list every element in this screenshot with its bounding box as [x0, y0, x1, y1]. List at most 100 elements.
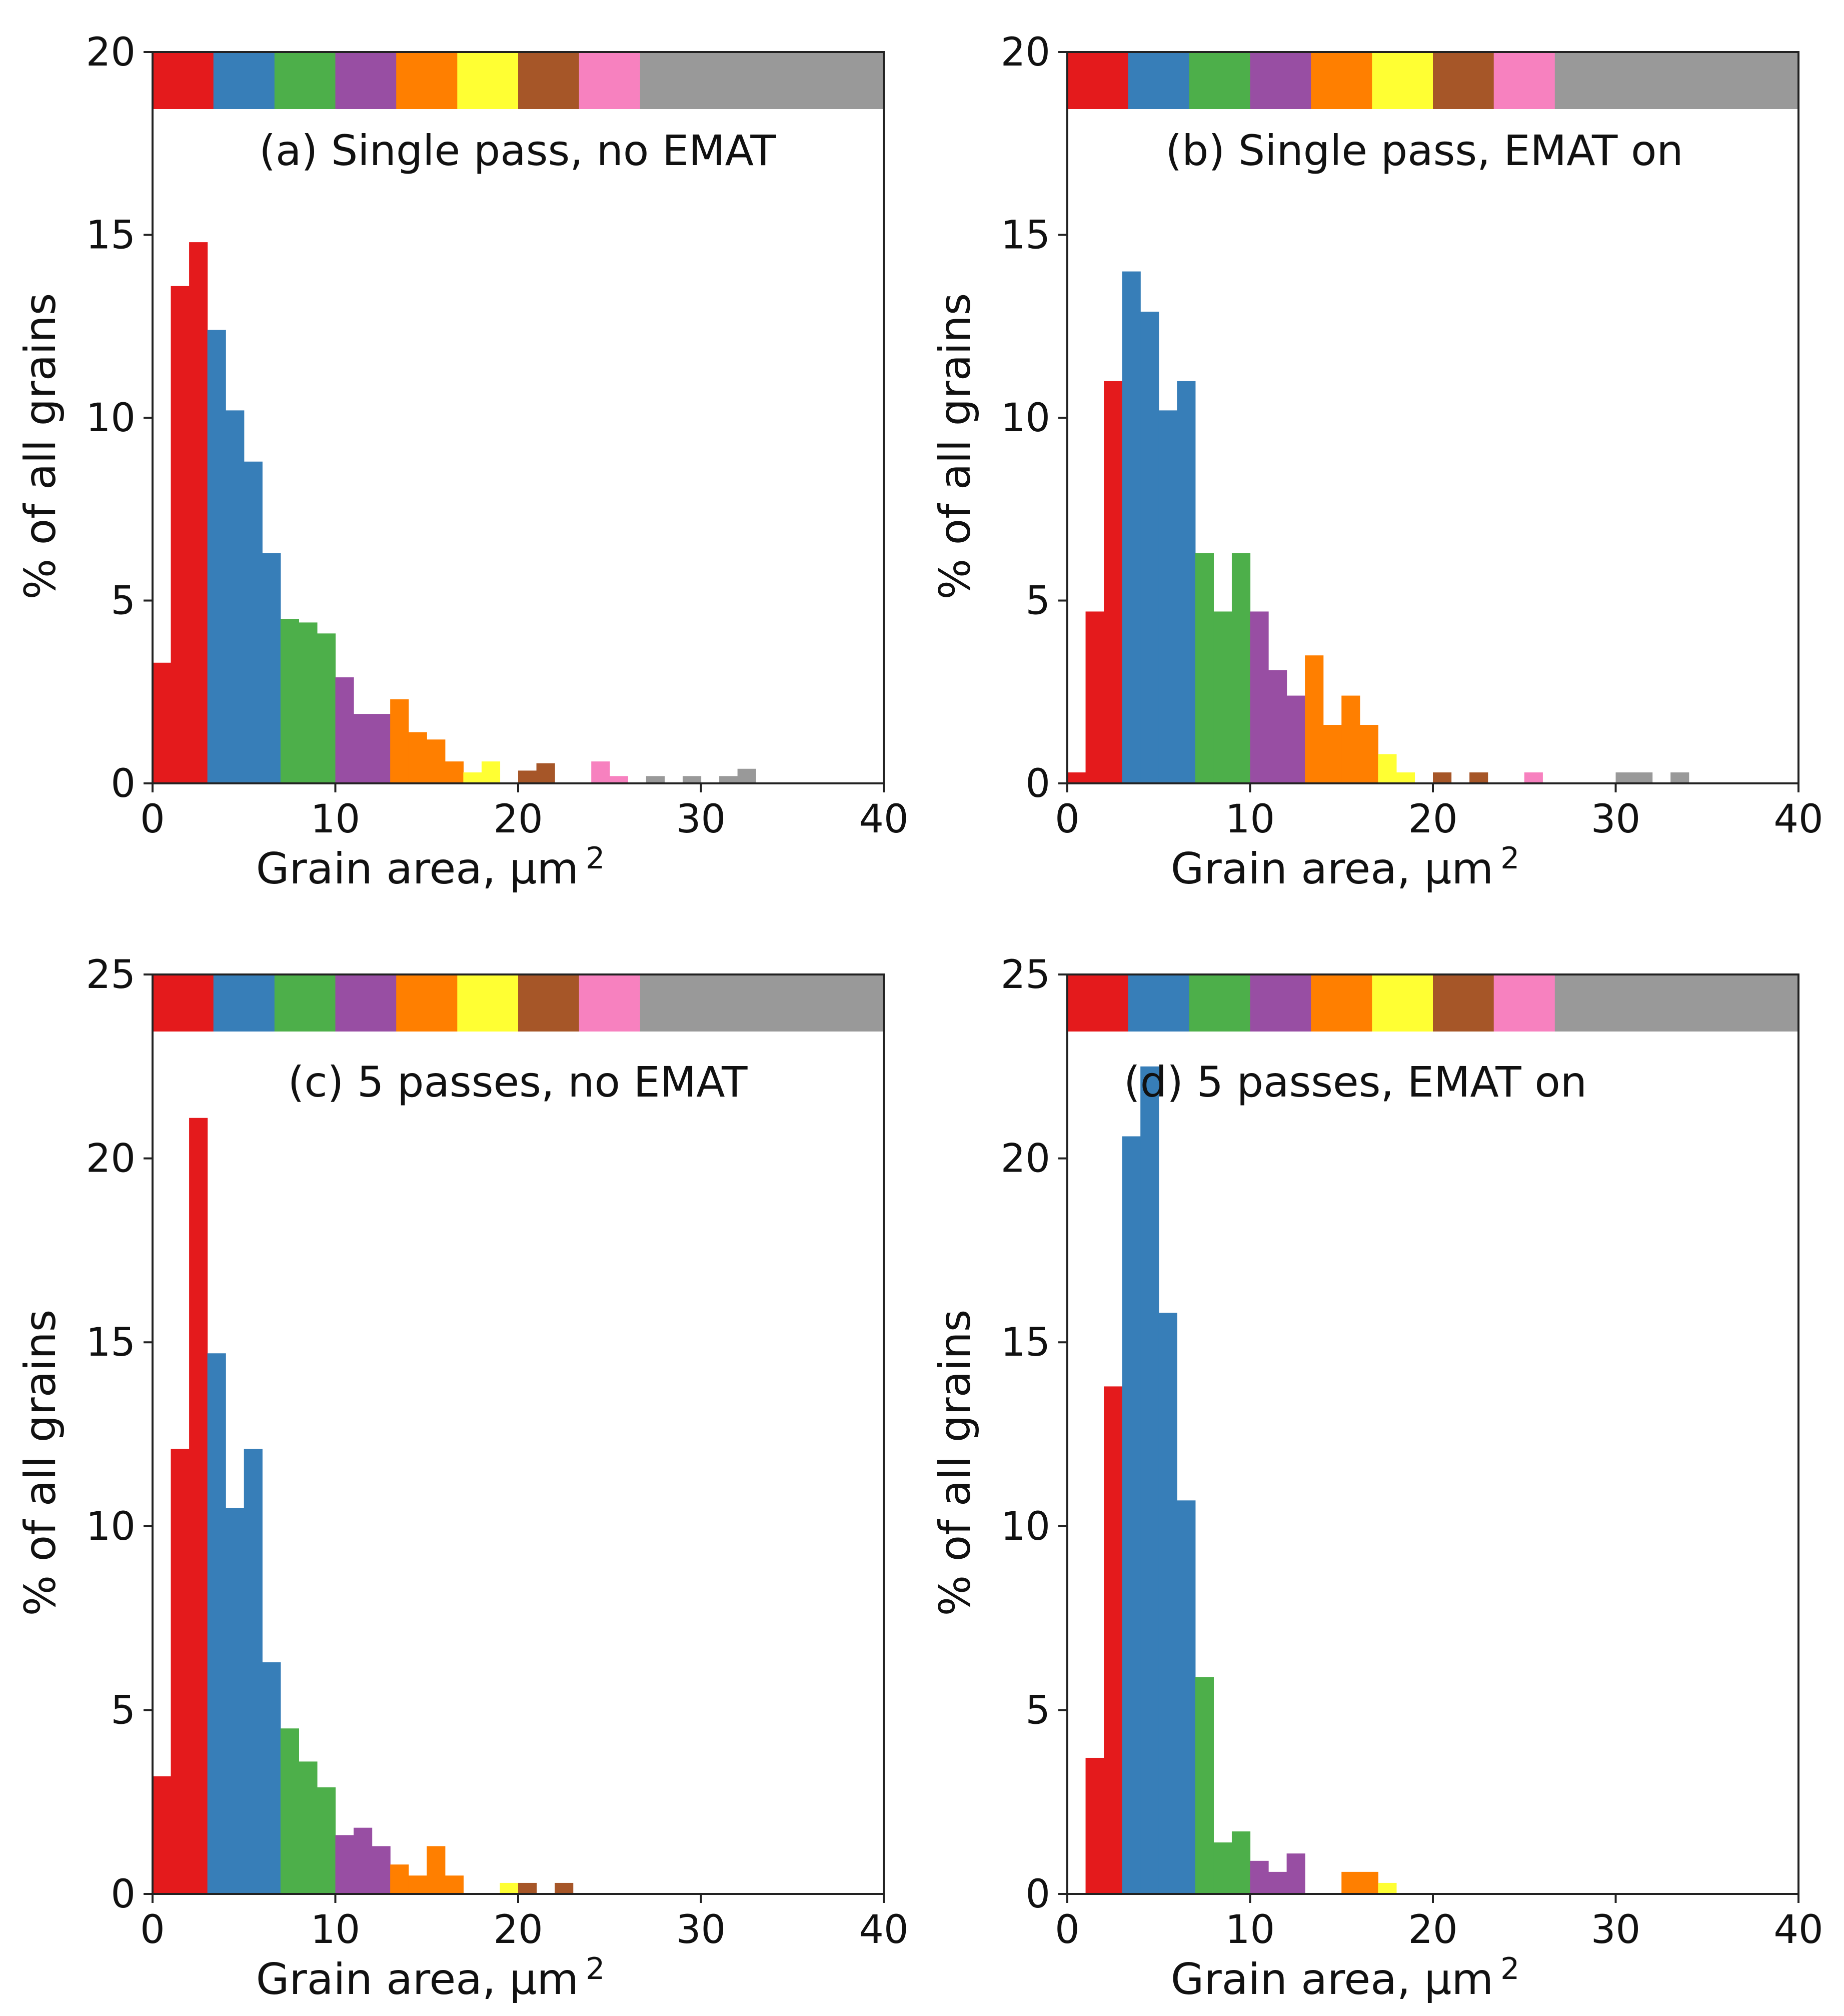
bar-a-3	[207, 330, 226, 783]
ytick-label-c-15: 15	[86, 1320, 136, 1365]
bar-b-33	[1670, 772, 1689, 783]
bar-a-18	[481, 761, 501, 783]
colorbar-segment-d-3	[1250, 974, 1311, 1032]
bar-a-27	[646, 776, 665, 783]
xtick-label-b-10: 10	[1225, 797, 1275, 842]
bar-d-5	[1158, 1313, 1177, 1894]
bar-b-9	[1231, 553, 1251, 783]
bar-d-7	[1195, 1677, 1214, 1894]
bar-b-12	[1286, 695, 1305, 783]
xtick-label-d-40: 40	[1773, 1907, 1823, 1952]
ytick-label-d-25: 25	[1001, 952, 1050, 997]
panel-a: 0 10 20 30 40 0 5 10 15 20 (a) Single pass, no EMA…	[16, 30, 909, 894]
bar-a-15	[427, 739, 446, 783]
bar-c-5	[244, 1449, 263, 1894]
colorbar-segment-c-2	[274, 974, 336, 1032]
colorbar-segment-c-5	[457, 974, 519, 1032]
xtick-label-a-10: 10	[311, 797, 360, 842]
x-axis-label-d: Grain area, μm 2	[1171, 1951, 1520, 2004]
panel-title-d: (d) 5 passes, EMAT on	[1124, 1058, 1587, 1107]
y-axis-label-b: % of all grains	[930, 293, 980, 600]
x-axis-label-a: Grain area, μm 2	[256, 841, 605, 894]
bar-a-2	[189, 242, 208, 783]
bar-c-4	[226, 1508, 245, 1894]
bar-c-12	[372, 1846, 391, 1894]
colorbar-segment-b-1	[1128, 52, 1190, 109]
bar-b-4	[1140, 312, 1159, 783]
bar-c-13	[390, 1864, 409, 1894]
colorbar-segment-a-3	[335, 52, 397, 109]
bar-a-7	[280, 619, 299, 783]
bar-a-5	[244, 461, 263, 783]
colorbar-segment-d-4	[1311, 974, 1372, 1032]
xtick-label-c-0: 0	[140, 1907, 165, 1952]
bar-d-11	[1268, 1871, 1287, 1894]
bar-c-15	[427, 1846, 446, 1894]
colorbar-segment-b-0	[1067, 52, 1129, 109]
xtick-label-a-0: 0	[140, 797, 165, 842]
bar-b-16	[1359, 725, 1378, 783]
colorbar-segment-d-2	[1189, 974, 1251, 1032]
bar-d-1	[1085, 1757, 1104, 1894]
ytick-label-b-20: 20	[1001, 30, 1050, 75]
ytick-label-c-10: 10	[86, 1504, 136, 1549]
xtick-label-a-20: 20	[493, 797, 543, 842]
bar-a-12	[372, 714, 391, 783]
bar-b-15	[1341, 695, 1360, 783]
colorbar-segment-c-0	[153, 974, 214, 1032]
panel-title-a: (a) Single pass, no EMAT	[259, 126, 776, 175]
bar-a-25	[609, 776, 628, 783]
bar-d-6	[1177, 1500, 1196, 1894]
ytick-label-d-5: 5	[1025, 1688, 1050, 1733]
bar-c-10	[335, 1835, 354, 1894]
y-axis-label-c: % of all grains	[16, 1310, 66, 1616]
ytick-label-a-0: 0	[111, 761, 136, 806]
ytick-label-a-5: 5	[111, 579, 136, 624]
bar-b-1	[1085, 611, 1104, 783]
bar-b-7	[1195, 553, 1214, 783]
x-axis-label-c: Grain area, μm 2	[256, 1951, 605, 2004]
bar-b-2	[1104, 381, 1123, 783]
bar-d-4	[1140, 1066, 1159, 1894]
bar-b-8	[1213, 611, 1232, 783]
xtick-label-c-20: 20	[493, 1907, 543, 1952]
bar-a-4	[226, 410, 245, 783]
panel-c: 0 10 20 30 40 0 5 10 15 20 25 (c) 5 passes, no EMAT…	[16, 952, 909, 2004]
bar-b-0	[1067, 772, 1086, 783]
ytick-label-d-20: 20	[1001, 1137, 1050, 1182]
colorbar-segment-c-4	[396, 974, 458, 1032]
ytick-label-a-20: 20	[86, 30, 136, 75]
colorbar-segment-a-4	[396, 52, 458, 109]
colorbar-segment-d-8	[1554, 974, 1799, 1032]
bar-d-2	[1104, 1386, 1123, 1894]
y-axis-label-a: % of all grains	[16, 293, 66, 600]
panel-title-b: (b) Single pass, EMAT on	[1165, 126, 1683, 175]
colorbar-segment-b-2	[1189, 52, 1251, 109]
xtick-label-d-10: 10	[1225, 1907, 1275, 1952]
ytick-label-c-20: 20	[86, 1137, 136, 1182]
xtick-label-c-30: 30	[676, 1907, 726, 1952]
bar-a-16	[445, 761, 464, 783]
colorbar-segment-b-8	[1554, 52, 1799, 109]
bar-b-10	[1250, 611, 1269, 783]
bar-b-5	[1158, 410, 1177, 783]
ytick-label-a-10: 10	[86, 396, 136, 441]
colorbar-segment-d-0	[1067, 974, 1129, 1032]
bar-b-22	[1469, 772, 1488, 783]
colorbar-segment-b-3	[1250, 52, 1311, 109]
bar-a-1	[171, 286, 190, 783]
bar-d-12	[1286, 1853, 1305, 1894]
bar-a-6	[262, 553, 281, 783]
ytick-label-b-10: 10	[1001, 396, 1050, 441]
bar-b-20	[1433, 772, 1452, 783]
xtick-label-b-30: 30	[1591, 797, 1640, 842]
panel-b: 0 10 20 30 40 0 5 10 15 20 (b) Single pass, EMAT o…	[930, 30, 1823, 894]
bar-c-22	[555, 1882, 574, 1894]
bar-c-14	[408, 1875, 427, 1894]
bar-b-14	[1323, 725, 1342, 783]
bar-b-31	[1634, 772, 1653, 783]
bar-c-0	[153, 1776, 172, 1894]
bar-c-16	[445, 1875, 464, 1894]
colorbar-segment-a-8	[640, 52, 884, 109]
panel-d: 0 10 20 30 40 0 5 10 15 20 25 (d) 5 passes, EMAT on…	[930, 952, 1823, 2004]
